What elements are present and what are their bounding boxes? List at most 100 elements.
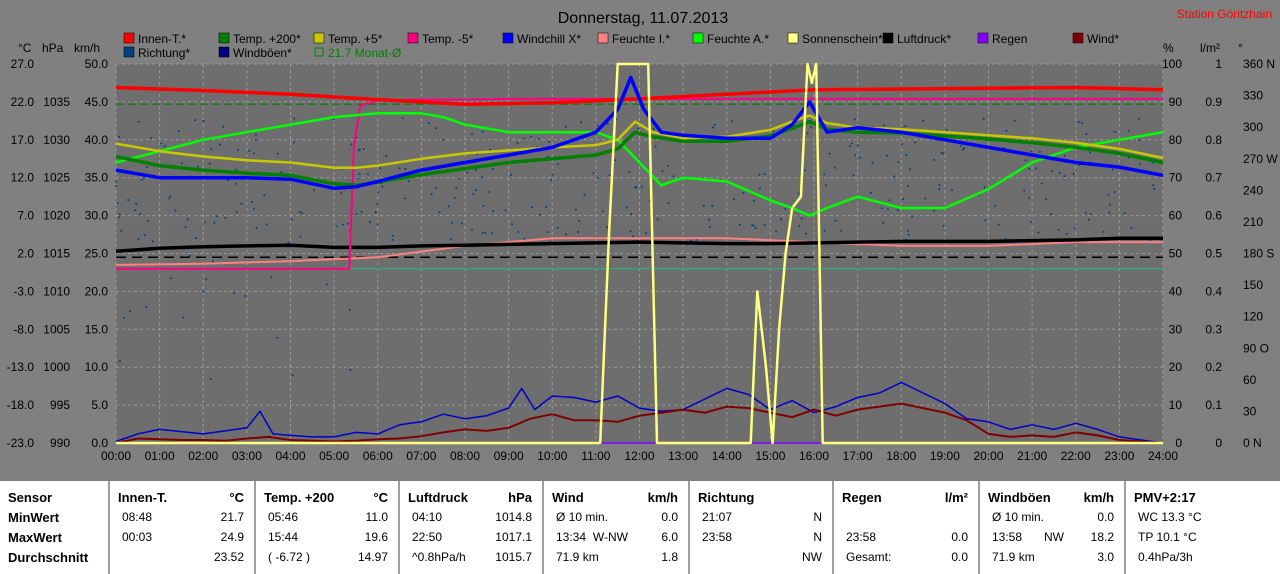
- unit-percent: %: [1163, 41, 1174, 55]
- direction-point: [1051, 170, 1054, 173]
- direction-point: [763, 224, 766, 226]
- column-title: Regen: [842, 490, 882, 505]
- direction-point: [184, 226, 187, 229]
- tick-label-time: 19:00: [930, 449, 960, 463]
- table-cell-row: [834, 510, 978, 530]
- legend-label: Richtung*: [138, 46, 190, 60]
- direction-point: [208, 162, 211, 165]
- direction-point: [661, 170, 664, 172]
- direction-point: [800, 217, 803, 220]
- direction-point: [235, 211, 238, 214]
- table-cell-row: 21:07 N: [690, 510, 832, 530]
- cell-value: N: [813, 510, 822, 524]
- direction-point: [379, 167, 382, 170]
- tick-label-humidity: 0: [1175, 436, 1182, 450]
- tick-label-time: 06:00: [363, 449, 393, 463]
- direction-point: [630, 212, 633, 215]
- direction-point: [606, 226, 609, 229]
- direction-point: [906, 184, 909, 187]
- direction-point: [933, 209, 935, 212]
- direction-point: [254, 138, 257, 141]
- cell-left: 13:34: [556, 530, 587, 544]
- tick-label-temp: 27.0: [11, 57, 35, 71]
- direction-point: [625, 206, 628, 209]
- direction-point: [546, 231, 549, 234]
- direction-point: [118, 360, 121, 363]
- direction-point: [143, 234, 146, 237]
- unit-kmh: km/h: [74, 41, 100, 55]
- direction-point: [672, 175, 675, 178]
- table-cell-row: 71.9 km 1.8: [544, 550, 688, 570]
- tick-label-time: 04:00: [275, 449, 305, 463]
- tick-label-time: 22:00: [1061, 449, 1091, 463]
- direction-point: [511, 223, 513, 226]
- column-title: Sensor: [8, 490, 53, 505]
- tick-label-pressure: 1000: [43, 360, 70, 374]
- table-cell-row: 23:58 N: [690, 530, 832, 550]
- legend-item: Regen: [977, 32, 1027, 46]
- direction-point: [695, 238, 698, 241]
- direction-point: [470, 228, 473, 231]
- column-unit: °C: [373, 490, 388, 505]
- direction-point: [168, 197, 171, 200]
- direction-point: [938, 187, 941, 190]
- direction-point: [1139, 163, 1142, 166]
- cell-value: 0.0: [951, 550, 968, 564]
- direction-point: [523, 137, 526, 140]
- direction-point: [430, 193, 433, 196]
- direction-scatter: [115, 117, 1163, 380]
- legend-label: Luftdruck*: [897, 32, 951, 46]
- direction-point: [434, 187, 437, 190]
- direction-point: [1108, 203, 1111, 206]
- direction-point: [997, 223, 1000, 226]
- direction-point: [240, 202, 243, 205]
- direction-point: [713, 123, 716, 126]
- table-column: Innen-T. °C 08:48 21.7 00:03 24.9 23.52: [108, 481, 254, 574]
- direction-point: [896, 209, 899, 211]
- direction-point: [401, 117, 404, 120]
- tick-label-wind: 45.0: [85, 95, 109, 109]
- tick-label-time: 07:00: [406, 449, 436, 463]
- direction-point: [150, 136, 153, 139]
- direction-point: [151, 240, 154, 243]
- direction-point: [115, 185, 117, 188]
- direction-point: [763, 173, 766, 176]
- cell-left: Ø 10 min.: [556, 510, 609, 524]
- direction-point: [905, 154, 908, 156]
- tick-label-humidity: 80: [1169, 133, 1183, 147]
- direction-point: [556, 226, 559, 229]
- direction-point: [325, 283, 328, 286]
- table-header: Richtung: [690, 490, 832, 510]
- direction-point: [888, 199, 891, 202]
- column-unit: l/m²: [944, 490, 968, 505]
- direction-point: [210, 148, 213, 151]
- direction-point: [145, 306, 148, 309]
- cell-left: 15:44: [268, 530, 299, 544]
- direction-point: [358, 172, 361, 175]
- cell-left: Gesamt:: [846, 550, 892, 564]
- direction-point: [596, 176, 599, 179]
- tick-label-time: 21:00: [1017, 449, 1047, 463]
- direction-point: [251, 200, 254, 203]
- direction-point: [1102, 230, 1105, 233]
- cell-value: 0.0: [1097, 510, 1114, 524]
- direction-point: [1113, 191, 1116, 193]
- direction-point: [391, 238, 394, 241]
- direction-point: [236, 148, 239, 151]
- tick-label-direction: 210: [1243, 215, 1263, 229]
- legend-swatch: [1072, 32, 1084, 44]
- tick-label-direction: 150: [1243, 278, 1263, 292]
- direction-point: [982, 117, 985, 120]
- direction-point: [186, 218, 189, 221]
- direction-point: [357, 177, 360, 180]
- cell-value: 19.6: [364, 530, 388, 544]
- direction-point: [438, 211, 441, 214]
- table-header: PMV+2:17: [1126, 490, 1280, 510]
- direction-point: [637, 127, 640, 130]
- table-header: Wind km/h: [544, 490, 688, 510]
- direction-point: [357, 149, 360, 152]
- direction-point: [840, 229, 842, 232]
- direction-point: [550, 179, 553, 182]
- direction-point: [711, 126, 714, 129]
- direction-point: [548, 140, 550, 143]
